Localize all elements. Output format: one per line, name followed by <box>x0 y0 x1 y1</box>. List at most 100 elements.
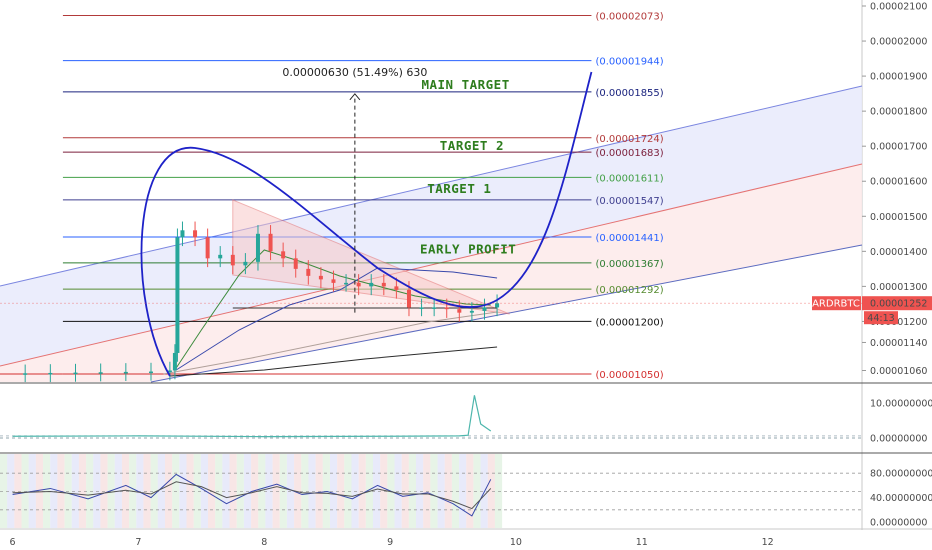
ind2-tick-label: 80.00000000 <box>870 469 932 480</box>
candle-body <box>457 309 462 313</box>
ind2-band <box>437 454 445 528</box>
price-tick-label: 0.00001500 <box>870 212 927 223</box>
ind2-band <box>322 454 330 528</box>
ind2-band <box>71 454 79 528</box>
candle-body <box>331 279 336 283</box>
candle-body <box>369 282 374 287</box>
candle-body <box>495 303 500 308</box>
ind2-band <box>444 454 452 528</box>
last-price-label: 0.00001252 <box>870 299 927 310</box>
fib-level-label: (0.00001547) <box>595 196 663 207</box>
ind1-series-line <box>12 395 492 438</box>
fib-level-label: (0.00001855) <box>595 88 663 99</box>
price-tick-label: 0.00002000 <box>870 37 927 48</box>
candle-body <box>281 251 286 259</box>
ind2-band <box>279 454 287 528</box>
candle-body <box>243 261 248 266</box>
ind2-band <box>215 454 223 528</box>
candle-body <box>293 258 298 269</box>
candle-body <box>193 230 198 238</box>
ind2-band <box>179 454 187 528</box>
ind2-band <box>315 454 323 528</box>
ind2-band <box>64 454 72 528</box>
time-tick-label: 11 <box>636 537 648 548</box>
ind2-band <box>394 454 402 528</box>
ind2-band <box>272 454 280 528</box>
countdown-badge <box>864 311 898 325</box>
candle-body <box>444 307 449 310</box>
ind2-band <box>265 454 273 528</box>
ind2-band <box>243 454 252 528</box>
ind2-band <box>494 454 503 528</box>
ind1-tick-label: 0.00000000 <box>870 434 927 445</box>
ind2-band <box>466 454 474 528</box>
ind2-band <box>430 454 438 528</box>
candle-body <box>123 371 128 374</box>
ind2-band <box>286 454 295 528</box>
ind2-band <box>480 454 488 528</box>
candle-body <box>149 371 154 374</box>
candle-body <box>98 372 103 374</box>
ind2-band <box>372 454 381 528</box>
candle-body <box>419 307 424 309</box>
target-annotation: EARLY PROFIT <box>420 242 516 257</box>
fib-level-label: (0.00001200) <box>595 317 663 328</box>
candle-body <box>73 372 78 375</box>
ind2-band <box>0 454 8 528</box>
fib-level-label: (0.00001050) <box>595 370 663 381</box>
channel-top-line <box>0 85 863 287</box>
ind2-band <box>100 454 108 528</box>
time-tick-label: 12 <box>762 537 774 548</box>
price-tick-label: 0.00001200 <box>870 317 927 328</box>
symbol-label: ARDRBTC <box>812 299 860 310</box>
candle-body <box>230 254 235 266</box>
ind2-band <box>50 454 58 528</box>
channel-mid-line <box>0 163 863 367</box>
fib-level-label: (0.00001724) <box>595 134 663 145</box>
candle-body <box>255 233 260 262</box>
channel-lower-fill <box>0 164 862 382</box>
candle-body <box>432 307 437 309</box>
measure-arrowhead <box>349 93 361 101</box>
candle-body <box>381 282 386 287</box>
ind2-band <box>329 454 338 528</box>
candle-body <box>306 268 311 276</box>
candle-body <box>318 275 323 280</box>
ind2-band <box>93 454 101 528</box>
ind2-band <box>416 454 424 528</box>
ind2-band <box>294 454 302 528</box>
ind2-band <box>200 454 209 528</box>
ind2-band <box>408 454 417 528</box>
ind2-band <box>14 454 22 528</box>
ind2-d-line <box>12 481 492 510</box>
target-annotation: TARGET 2 <box>440 138 504 153</box>
price-tick-label: 0.00001300 <box>870 282 927 293</box>
ind2-band <box>236 454 244 528</box>
candle-body <box>167 370 172 372</box>
candle-body <box>406 289 411 308</box>
ind2-band <box>344 454 352 528</box>
measure-label: 0.00000630 (51.49%) 630 <box>282 66 427 79</box>
ma-vlong <box>169 346 498 377</box>
ind2-band <box>21 454 29 528</box>
time-tick-label: 8 <box>261 537 267 548</box>
last-price-badge <box>862 296 932 311</box>
price-tick-label: 0.00001700 <box>870 142 927 153</box>
channel-upper-fill <box>0 86 862 366</box>
ind2-tick-label: 40.00000000 <box>870 493 932 504</box>
fib-level-label: (0.00001441) <box>595 233 663 244</box>
ind2-band <box>337 454 345 528</box>
ind2-band <box>358 454 366 528</box>
fib-level-label: (0.00001611) <box>595 173 663 184</box>
ind2-band <box>186 454 194 528</box>
candle-body <box>344 282 349 285</box>
price-tick-label: 0.00001060 <box>870 366 927 377</box>
ind2-band <box>423 454 431 528</box>
candle-body <box>268 233 273 252</box>
ind2-band <box>43 454 51 528</box>
symbol-badge <box>812 296 861 311</box>
time-tick-label: 6 <box>10 537 16 548</box>
time-tick-label: 10 <box>510 537 522 548</box>
